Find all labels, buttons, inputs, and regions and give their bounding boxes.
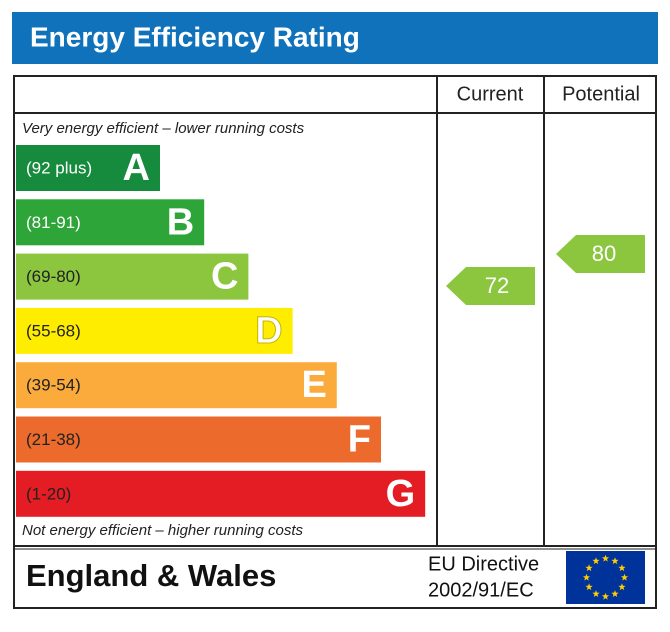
- band-letter: E: [301, 364, 326, 406]
- eu-star: [620, 573, 629, 581]
- column-header: Potential: [562, 83, 640, 105]
- eu-star: [585, 583, 593, 591]
- title: Energy Efficiency Rating: [30, 21, 360, 52]
- directive: 2002/91/EC: [428, 579, 534, 601]
- band-range: (55-68): [26, 321, 81, 340]
- eu-star: [601, 592, 610, 600]
- potential-rating: 80: [592, 241, 616, 266]
- band-letter: F: [348, 419, 371, 461]
- region: England & Wales: [26, 558, 276, 593]
- eu-star: [582, 573, 591, 581]
- title-bar: [12, 12, 658, 64]
- eu-star: [592, 590, 600, 598]
- band-letter: D: [255, 310, 282, 352]
- eu-star: [611, 590, 619, 598]
- band: [16, 145, 160, 191]
- eu-star: [618, 564, 626, 572]
- eu-star: [611, 557, 619, 565]
- current-arrow: [446, 267, 535, 305]
- band: [16, 362, 337, 409]
- band-letter: A: [123, 147, 150, 189]
- column-header: Current: [457, 83, 524, 105]
- eu-stars: [582, 554, 629, 600]
- band-range: (39-54): [26, 376, 81, 395]
- eu-star: [585, 564, 593, 572]
- band-range: (81-91): [26, 213, 81, 232]
- frame: [13, 75, 657, 609]
- band-range: (92 plus): [26, 158, 92, 177]
- directive: EU Directive: [428, 553, 539, 575]
- bottom-note: Not energy efficient – higher running co…: [22, 522, 303, 539]
- band: [16, 307, 293, 354]
- band-range: (21-38): [26, 430, 81, 449]
- eu-star: [601, 554, 610, 562]
- band-letter: G: [386, 473, 416, 515]
- band: [16, 470, 426, 517]
- band-letter: C: [211, 256, 238, 298]
- band-range: (69-80): [26, 267, 81, 286]
- band: [16, 416, 381, 463]
- top-note: Very energy efficient – lower running co…: [22, 120, 305, 137]
- potential-arrow: [556, 235, 645, 273]
- eu-star: [592, 557, 600, 565]
- eu-star: [618, 583, 626, 591]
- band-letter: B: [167, 201, 194, 243]
- current-rating: 72: [485, 273, 509, 298]
- band: [16, 199, 205, 246]
- band: [16, 253, 249, 300]
- band-range: (1-20): [26, 484, 71, 503]
